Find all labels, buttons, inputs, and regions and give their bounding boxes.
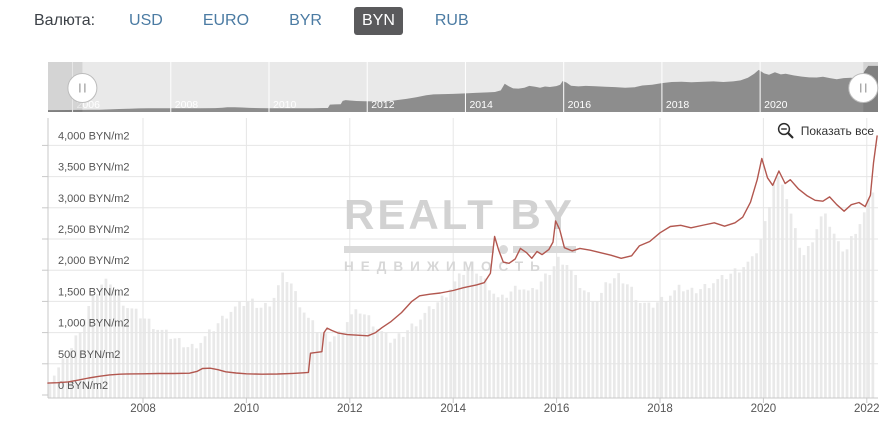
navigator-year-label: 2014 bbox=[469, 99, 493, 111]
x-axis-label: 2016 bbox=[544, 403, 570, 415]
show-all-button[interactable]: Показать все bbox=[773, 120, 878, 141]
currency-label: Валюта: bbox=[34, 12, 96, 29]
navigator-year-label: 2012 bbox=[371, 99, 395, 111]
navigator-year-label: 2008 bbox=[175, 99, 199, 111]
y-axis-label: 2,500 BYN/m2 bbox=[58, 224, 130, 236]
y-axis-label: 2,000 BYN/m2 bbox=[58, 255, 130, 267]
navigator-year-label: 2018 bbox=[666, 99, 690, 111]
currency-tab-euro[interactable]: EURO bbox=[202, 12, 250, 29]
currency-tab-rub[interactable]: RUB bbox=[434, 12, 469, 29]
show-all-label: Показать все bbox=[800, 123, 874, 138]
navigator-year-label: 2020 bbox=[764, 99, 788, 111]
zoom-out-icon bbox=[777, 122, 794, 139]
x-axis-label: 2014 bbox=[440, 403, 466, 415]
x-axis-label: 2008 bbox=[130, 403, 156, 415]
y-axis-label: 500 BYN/m2 bbox=[58, 349, 120, 361]
navigator-year-label: 2010 bbox=[273, 99, 297, 111]
x-axis-label: 2020 bbox=[751, 403, 777, 415]
y-axis-label: 1,500 BYN/m2 bbox=[58, 286, 130, 298]
currency-tab-usd[interactable]: USD bbox=[129, 12, 163, 29]
y-axis-label: 1,000 BYN/m2 bbox=[58, 318, 130, 330]
currency-tab-byr[interactable]: BYR bbox=[289, 12, 322, 29]
y-axis-label: 0 BYN/m2 bbox=[58, 380, 108, 392]
navigator: 2006 2008 2010 2012 2014 2016 2018 2020 bbox=[48, 62, 879, 112]
currency-bar: Валюта: USD EURO BYR BYN RUB bbox=[34, 6, 501, 36]
navigator-handle-left[interactable] bbox=[67, 73, 98, 103]
x-axis-label: 2012 bbox=[337, 403, 363, 415]
currency-tab-byn[interactable]: BYN bbox=[353, 7, 403, 35]
y-axis-label: 3,000 BYN/m2 bbox=[58, 193, 130, 205]
listing-volume-columns bbox=[48, 177, 875, 398]
x-axis-label: 2018 bbox=[647, 403, 673, 415]
navigator-series-area bbox=[48, 65, 878, 112]
y-axis-label: 4,000 BYN/m2 bbox=[58, 130, 130, 142]
x-axis-label: 2010 bbox=[234, 403, 260, 415]
navigator-year-label: 2016 bbox=[568, 99, 592, 111]
currency-tabs: USD EURO BYR BYN RUB bbox=[121, 7, 501, 35]
navigator-handle-right[interactable] bbox=[848, 73, 879, 103]
x-axis-label: 2022 bbox=[854, 403, 880, 415]
y-axis-label: 3,500 BYN/m2 bbox=[58, 162, 130, 174]
